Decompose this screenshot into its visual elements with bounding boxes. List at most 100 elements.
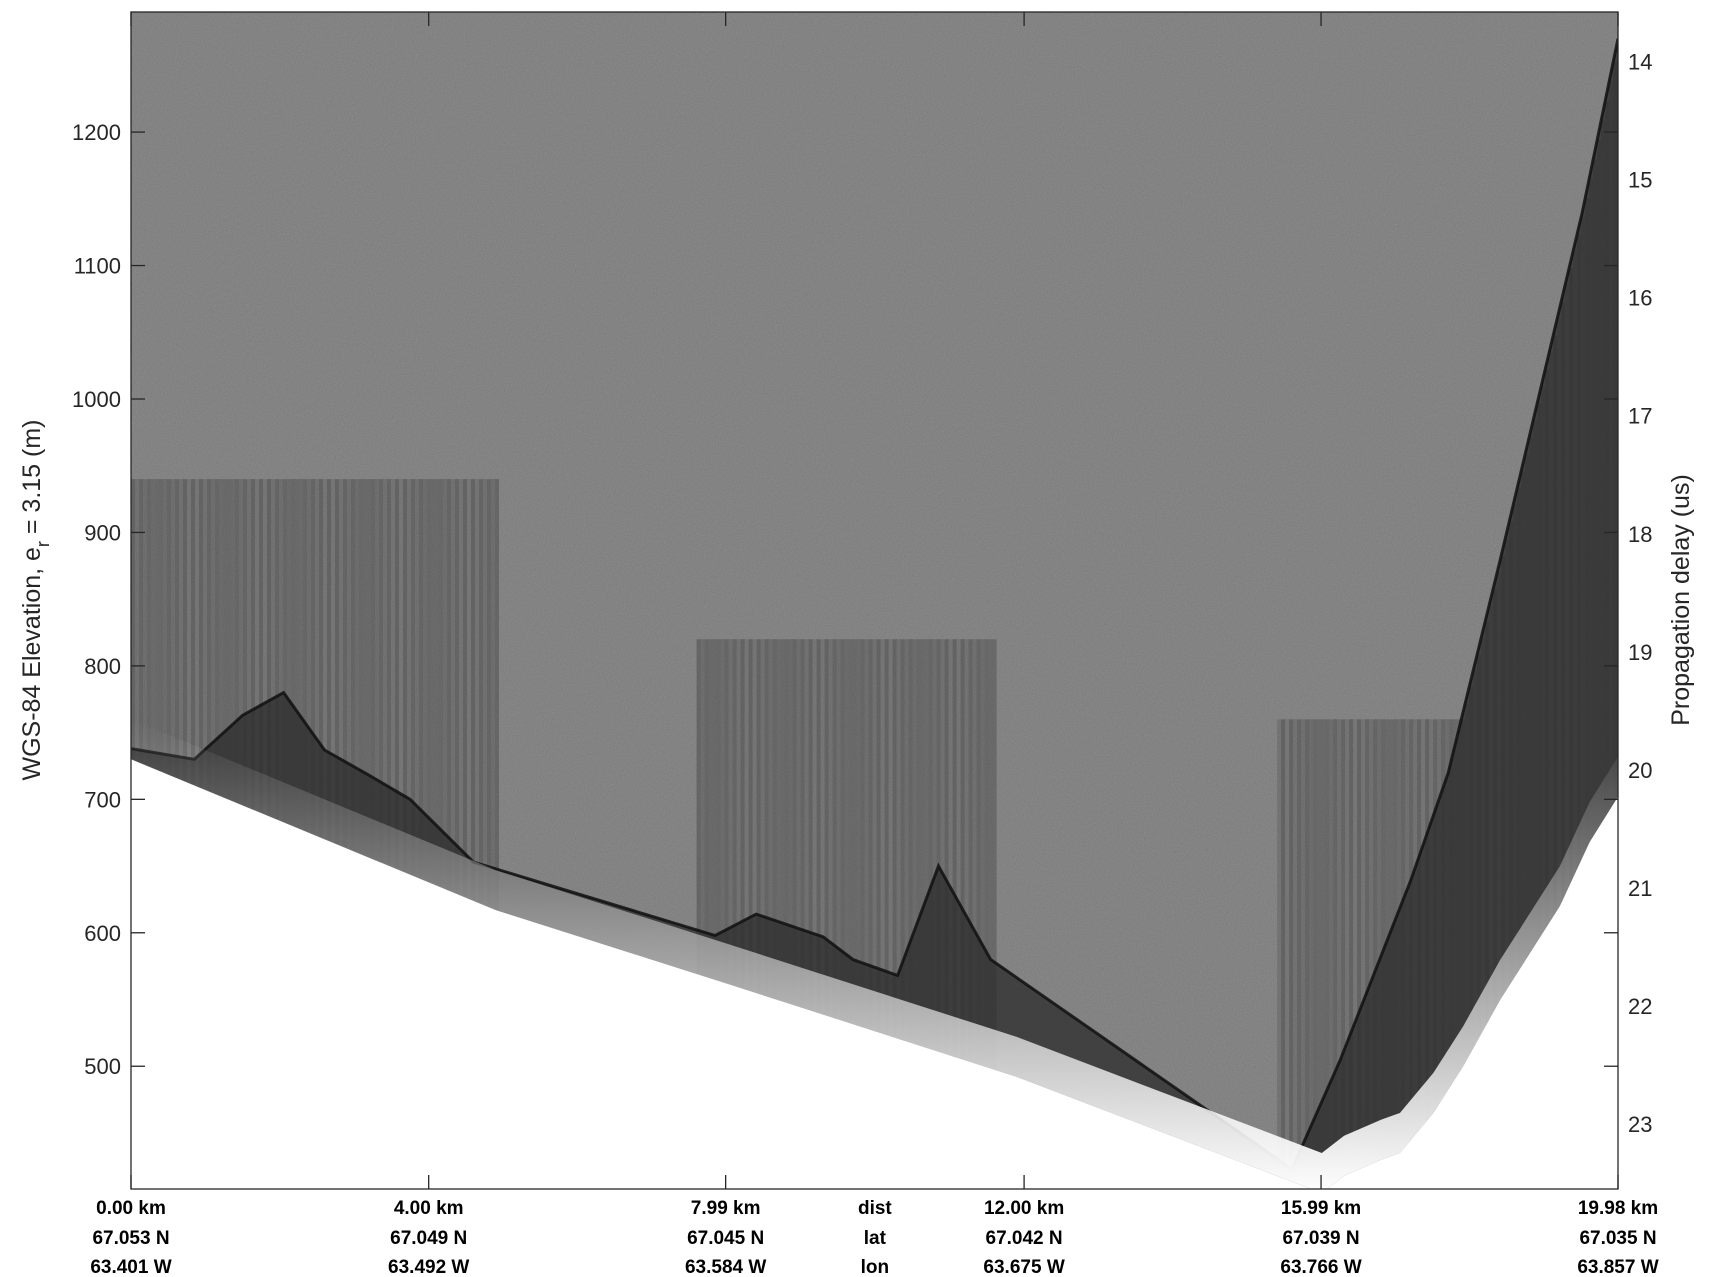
shading-streak <box>760 639 765 995</box>
shading-streak <box>395 479 399 869</box>
x-lon-label: 63.401 W <box>90 1257 171 1277</box>
shading-streak <box>916 639 921 1045</box>
shading-streak <box>976 639 981 1064</box>
shading-streak <box>483 479 487 905</box>
shading-streak <box>784 639 789 1003</box>
shading-streak <box>131 479 135 760</box>
shading-streak <box>155 479 159 770</box>
x-dist-label: 15.99 km <box>1281 1198 1361 1219</box>
x-dist-label: 12.00 km <box>984 1198 1064 1219</box>
right-axis-label: Propagation delay (us) <box>1667 474 1695 726</box>
shading-streak <box>143 479 147 765</box>
shading-streak <box>495 479 499 910</box>
shading-streak <box>431 479 435 884</box>
x-dist-label: 19.98 km <box>1578 1198 1658 1219</box>
x-lat-label: 67.042 N <box>986 1228 1063 1249</box>
shading-streak <box>964 639 969 1061</box>
shading-streak <box>1289 719 1294 1181</box>
shading-streak <box>1329 719 1334 1188</box>
shading-streak <box>836 639 841 1019</box>
shading-streak <box>479 479 483 904</box>
shading-streak <box>283 479 287 823</box>
right-tick-label: 23 <box>1628 1112 1652 1137</box>
shading-streak <box>696 639 701 974</box>
shading-streak <box>323 479 327 839</box>
shading-streak <box>275 479 279 819</box>
shading-streak <box>868 639 873 1030</box>
shading-streak <box>455 479 459 894</box>
shading-streak <box>832 639 837 1018</box>
shading-streak <box>1353 719 1358 1172</box>
shading-streak <box>984 639 989 1067</box>
shading-streak <box>259 479 263 813</box>
shading-streak <box>1349 719 1354 1174</box>
shading-streak <box>279 479 283 821</box>
shading-streak <box>880 639 885 1034</box>
shading-streak <box>716 639 721 981</box>
shading-streak <box>988 639 993 1068</box>
shading-streak <box>239 479 243 804</box>
shading-streak <box>844 639 849 1022</box>
left-tick-label: 700 <box>84 787 121 812</box>
x-lat-label: 67.049 N <box>390 1228 467 1249</box>
shading-streak <box>207 479 211 791</box>
shading-streak <box>335 479 339 844</box>
left-tick-label: 500 <box>84 1054 121 1079</box>
shading-streak <box>1325 719 1330 1189</box>
left-axis: 500 600 700 800 900 1000 1100 1200 <box>72 120 1618 1079</box>
left-tick-label: 1100 <box>74 254 121 279</box>
shading-streak <box>427 479 431 882</box>
x-row-name-dist: dist <box>858 1198 892 1219</box>
shading-streak <box>900 639 905 1040</box>
left-axis-label-sub: r <box>33 541 53 547</box>
shading-streak <box>864 639 869 1028</box>
shading-streak <box>251 479 255 809</box>
shading-streak <box>163 479 167 773</box>
shading-streak <box>187 479 191 783</box>
shading-streak <box>1341 719 1346 1178</box>
shading-streak <box>744 639 749 990</box>
shading-streak <box>888 639 893 1036</box>
shading-streak <box>1277 719 1282 1176</box>
left-tick-label: 1000 <box>72 387 121 412</box>
shading-streak <box>199 479 203 788</box>
shading-streak <box>307 479 311 833</box>
x-row-name-lat: lat <box>864 1228 887 1249</box>
shading-streak <box>343 479 347 847</box>
left-axis-label-main: WGS-84 Elevation, e <box>18 547 46 780</box>
shading-streak <box>904 639 909 1041</box>
shading-streak <box>355 479 359 852</box>
shading-streak <box>972 639 977 1063</box>
shading-streak <box>828 639 833 1017</box>
shading-streak <box>303 479 307 831</box>
shading-streak <box>720 639 725 982</box>
shading-streak <box>407 479 411 874</box>
shading-streak <box>1305 719 1310 1187</box>
x-dist-label: 7.99 km <box>691 1198 761 1219</box>
shading-streak <box>139 479 143 763</box>
shading-streak <box>475 479 479 902</box>
shading-streak <box>467 479 471 899</box>
shading-streak <box>816 639 821 1013</box>
shading-streak <box>732 639 737 986</box>
shading-streak <box>796 639 801 1007</box>
shading-streak <box>215 479 219 795</box>
plot-frame <box>130 11 1619 1190</box>
shading-streak <box>704 639 709 977</box>
shading-streak <box>1313 719 1318 1189</box>
shading-streak <box>1297 719 1302 1184</box>
shading-streak <box>299 479 303 829</box>
shading-streak <box>175 479 179 778</box>
shading-streak <box>463 479 467 897</box>
left-axis-label-tail: = 3.15 (m) <box>18 419 46 541</box>
shading-streak <box>1357 719 1362 1171</box>
shading-streak <box>824 639 829 1016</box>
shading-streak <box>339 479 343 846</box>
x-lat-label: 67.053 N <box>92 1228 169 1249</box>
shading-streak <box>944 639 949 1054</box>
right-tick-label: 21 <box>1628 876 1652 901</box>
shading-streak <box>399 479 403 871</box>
shading-streak <box>1369 719 1374 1165</box>
shading-streak <box>980 639 985 1066</box>
shading-streak <box>884 639 889 1035</box>
